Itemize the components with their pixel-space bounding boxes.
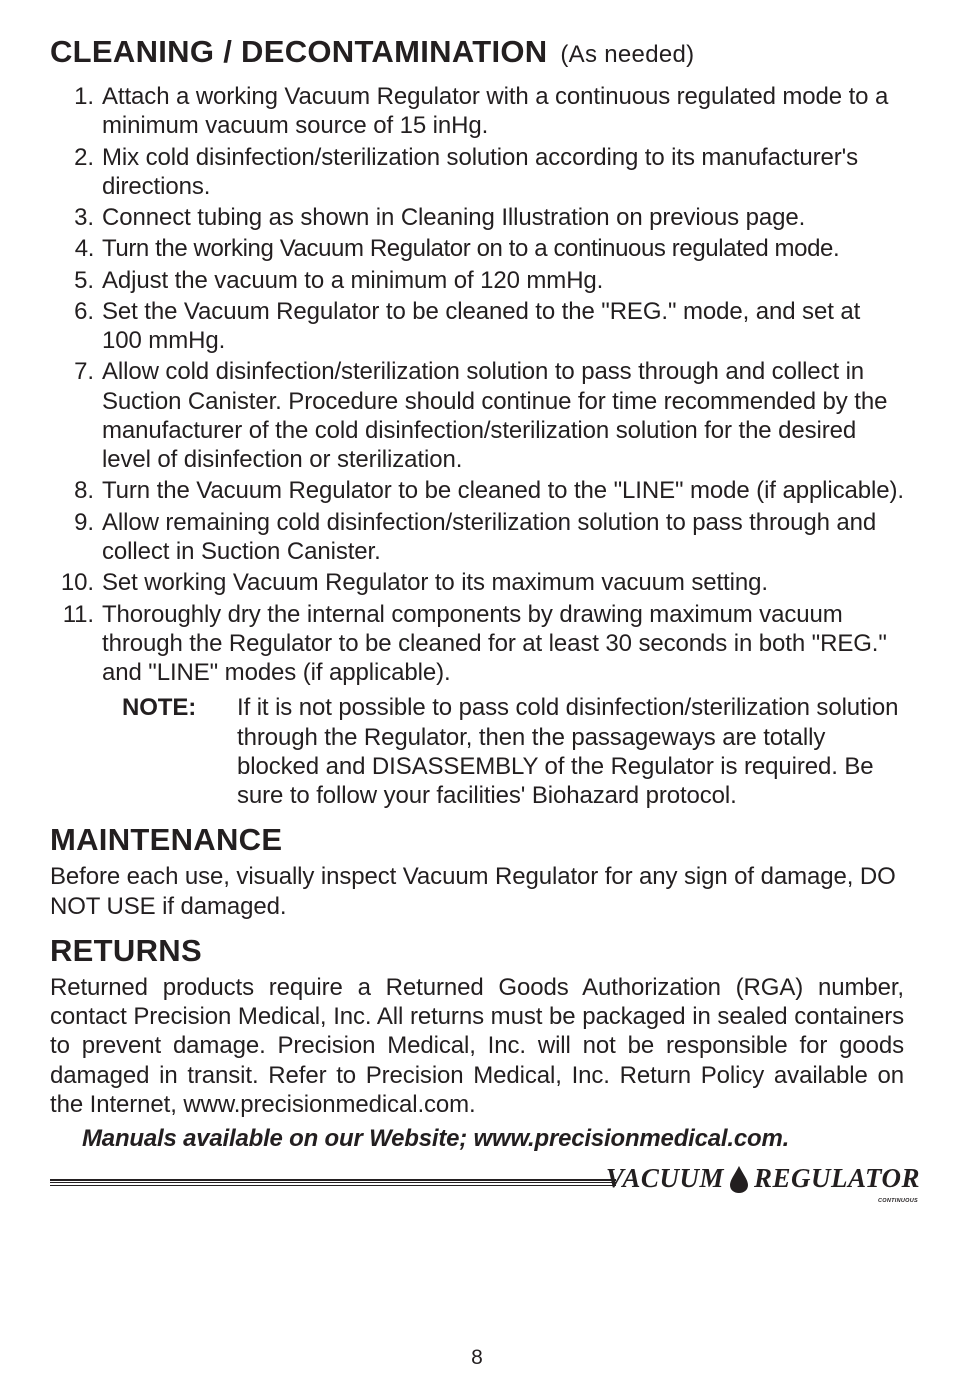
step-3: 3. Connect tubing as shown in Cleaning Il… <box>50 203 904 232</box>
step-text: Allow cold disinfection/sterilization so… <box>102 358 887 473</box>
step-num: 9. <box>50 508 94 537</box>
note-label: NOTE: <box>122 693 196 722</box>
step-text: Connect tubing as shown in Cleaning Illu… <box>102 204 805 231</box>
note-text: If it is not possible to pass cold disin… <box>237 694 898 809</box>
step-text: Mix cold disinfection/sterilization solu… <box>102 144 858 200</box>
step-num: 11. <box>50 600 94 629</box>
step-text: Turn the Vacuum Regulator to be cleaned … <box>102 477 904 504</box>
step-11: 11. Thoroughly dry the internal component… <box>50 600 904 688</box>
returns-text: Returned products require a Returned Goo… <box>50 973 904 1119</box>
returns-heading: RETURNS <box>50 933 904 969</box>
cleaning-steps-list: 1. Attach a working Vacuum Regulator with… <box>50 82 904 687</box>
step-9: 9. Allow remaining cold disinfection/ster… <box>50 508 904 567</box>
step-num: 6. <box>50 297 94 326</box>
step-num: 10. <box>50 568 94 597</box>
step-num: 1. <box>50 82 94 111</box>
step-num: 8. <box>50 476 94 505</box>
cleaning-heading: CLEANING / DECONTAMINATION (As needed) <box>50 34 904 70</box>
note-block: NOTE: If it is not possible to pass cold… <box>50 693 904 810</box>
step-8: 8. Turn the Vacuum Regulator to be cleane… <box>50 476 904 505</box>
footer-link: Manuals available on our Website; www.pr… <box>50 1125 904 1153</box>
maintenance-text: Before each use, visually inspect Vacuum… <box>50 862 904 921</box>
step-text: Turn the working Vacuum Regulator on to … <box>102 235 839 262</box>
step-text: Thoroughly dry the internal components b… <box>102 601 887 687</box>
step-text: Allow remaining cold disinfection/steril… <box>102 509 876 565</box>
brand-regulator: REGULATOR <box>754 1163 920 1194</box>
cleaning-subtitle: (As needed) <box>560 41 694 68</box>
step-text: Set working Vacuum Regulator to its maxi… <box>102 569 768 596</box>
step-num: 3. <box>50 203 94 232</box>
footer-area: VACUUM REGULATOR CONTINUOUS <box>50 1165 904 1215</box>
step-2: 2. Mix cold disinfection/sterilization so… <box>50 143 904 202</box>
step-text: Attach a working Vacuum Regulator with a… <box>102 83 888 139</box>
cleaning-title: CLEANING / DECONTAMINATION <box>50 34 547 69</box>
brand-vacuum: VACUUM <box>606 1163 724 1194</box>
page-number: 8 <box>0 1346 954 1370</box>
step-6: 6. Set the Vacuum Regulator to be cleaned… <box>50 297 904 356</box>
step-1: 1. Attach a working Vacuum Regulator with… <box>50 82 904 141</box>
step-num: 7. <box>50 357 94 386</box>
brand-logo: VACUUM REGULATOR CONTINUOUS <box>606 1163 920 1194</box>
step-7: 7. Allow cold disinfection/sterilization … <box>50 357 904 474</box>
step-num: 5. <box>50 266 94 295</box>
step-num: 4. <box>50 234 94 263</box>
step-5: 5. Adjust the vacuum to a minimum of 120 … <box>50 266 904 295</box>
step-10: 10. Set working Vacuum Regulator to its m… <box>50 568 904 597</box>
droplet-icon <box>728 1164 750 1194</box>
brand-continuous: CONTINUOUS <box>878 1198 918 1204</box>
step-text: Set the Vacuum Regulator to be cleaned t… <box>102 298 860 354</box>
maintenance-heading: MAINTENANCE <box>50 822 904 858</box>
step-text: Adjust the vacuum to a minimum of 120 mm… <box>102 267 603 294</box>
step-4: 4. Turn the working Vacuum Regulator on t… <box>50 234 904 263</box>
footer-rule <box>50 1179 602 1187</box>
step-num: 2. <box>50 143 94 172</box>
